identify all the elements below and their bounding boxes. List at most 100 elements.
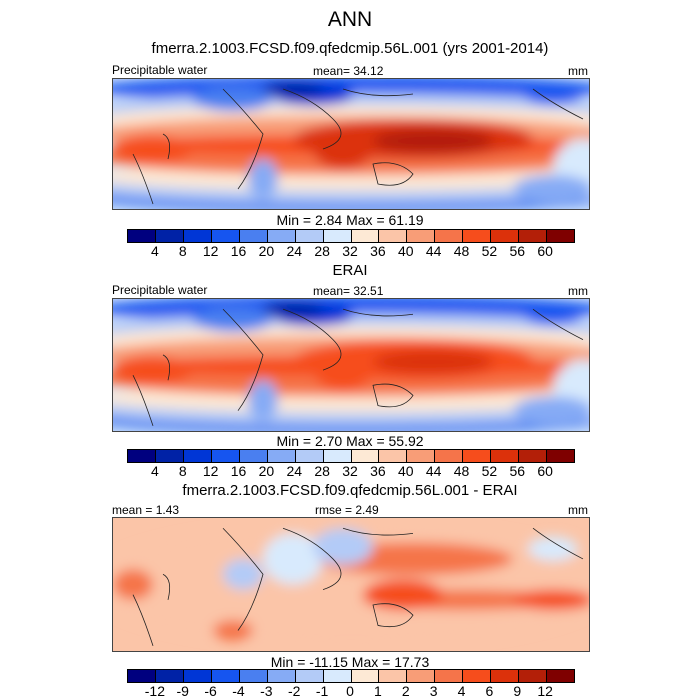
- colorbar-swatch: [491, 670, 520, 682]
- panel2-colorbar: [127, 449, 575, 463]
- colorbar-tick-label: 2: [401, 683, 410, 699]
- colorbar-tick-label: 20: [258, 463, 275, 479]
- colorbar-swatch: [155, 670, 184, 682]
- colorbar-tick-label: 32: [342, 243, 358, 259]
- field-contour-region: [523, 84, 583, 104]
- colorbar-swatch: [211, 670, 240, 682]
- field-contour-region: [363, 579, 443, 611]
- field-contour-region: [263, 533, 323, 585]
- colorbar-tick-label: 36: [370, 463, 386, 479]
- panel2-subtitle: ERAI: [332, 262, 368, 279]
- panel1-subtitle: fmerra.2.1003.FCSD.f09.qfedcmip.56L.001 …: [151, 40, 549, 57]
- colorbar-tick-label: 9: [513, 683, 522, 699]
- colorbar-tick-label: 8: [178, 243, 187, 259]
- panel1-colorbar-ticks: 4 8 12 16 20 24 28 32 36 40 44 48 52 56 60: [127, 243, 573, 259]
- field-contour-region: [528, 536, 578, 561]
- colorbar-swatch: [323, 230, 352, 242]
- field-contour-region: [113, 569, 153, 600]
- colorbar-swatch: [407, 450, 436, 462]
- colorbar-tick-label: 12: [202, 463, 219, 479]
- colorbar-tick-label: -9: [176, 683, 189, 699]
- panel1-minmax: Min = 2.84 Max = 61.19: [276, 212, 424, 228]
- coastlines: [132, 88, 584, 205]
- colorbar-tick-label: 20: [258, 243, 275, 259]
- colorbar-tick-label: 56: [509, 463, 526, 479]
- field-contour-region: [263, 81, 323, 97]
- colorbar-swatch: [379, 450, 408, 462]
- colorbar-swatch: [239, 450, 268, 462]
- colorbar-tick-label: 4: [150, 243, 159, 259]
- panel1-colorbar: [127, 229, 575, 243]
- colorbar-tick-label: 12: [537, 683, 553, 699]
- colorbar-swatch: [239, 230, 268, 242]
- colorbar-swatch: [295, 450, 324, 462]
- field-contour-region: [223, 558, 263, 590]
- field-contour-region: [113, 355, 193, 385]
- colorbar-swatch: [463, 450, 492, 462]
- colorbar-swatch: [547, 230, 574, 242]
- colorbar-swatch: [323, 450, 352, 462]
- field-contour-region: [213, 620, 253, 641]
- field-contour-region: [263, 301, 323, 318]
- coastlines: [132, 527, 584, 647]
- colorbar-swatch: [407, 670, 436, 682]
- colorbar-swatch: [183, 450, 212, 462]
- panel2-mean-label: mean= 32.51: [313, 284, 384, 298]
- colorbar-tick-label: 16: [230, 243, 247, 259]
- colorbar-swatch: [267, 670, 296, 682]
- colorbar-swatch: [547, 450, 574, 462]
- field-contour-region: [373, 129, 493, 153]
- field-contour-region: [248, 159, 278, 199]
- colorbar-swatch: [183, 230, 212, 242]
- colorbar-tick-label: -6: [204, 683, 217, 699]
- colorbar-tick-label: 60: [537, 463, 553, 479]
- colorbar-tick-label: 3: [429, 683, 438, 699]
- panel2-units-label: mm: [568, 284, 588, 298]
- colorbar-tick-label: 4: [457, 683, 466, 699]
- colorbar-tick-label: -12: [144, 683, 165, 699]
- panel3-colorbar: [127, 669, 575, 683]
- colorbar-tick-label: 4: [150, 463, 159, 479]
- panel3-rmse-label: rmse = 2.49: [315, 503, 379, 517]
- colorbar-tick-label: 48: [453, 243, 470, 259]
- colorbar-tick-label: 40: [397, 463, 414, 479]
- colorbar-swatch: [491, 230, 520, 242]
- colorbar-swatch: [351, 230, 380, 242]
- colorbar-tick-label: 24: [286, 463, 303, 479]
- colorbar-swatch: [295, 230, 324, 242]
- colorbar-tick-label: 36: [370, 243, 386, 259]
- field-contour-region: [523, 304, 583, 325]
- panel3-subtitle: fmerra.2.1003.FCSD.f09.qfedcmip.56L.001 …: [182, 482, 518, 499]
- colorbar-tick-label: 8: [178, 463, 187, 479]
- colorbar-swatch: [239, 670, 268, 682]
- panel1-units-label: mm: [568, 64, 588, 78]
- field-contour-region: [313, 129, 373, 169]
- colorbar-tick-label: 6: [485, 683, 494, 699]
- panel3-minmax: Min = -11.15 Max = 17.73: [270, 654, 430, 670]
- colorbar-tick-label: 60: [537, 243, 553, 259]
- colorbar-swatch: [547, 670, 574, 682]
- colorbar-tick-label: 56: [509, 243, 526, 259]
- panel3-difference-map: [112, 517, 590, 652]
- figure-title: ANN: [327, 8, 373, 31]
- colorbar-tick-label: 28: [314, 463, 330, 479]
- colorbar-swatch: [128, 450, 156, 462]
- colorbar-tick-label: 0: [346, 683, 354, 699]
- field-contour-region: [313, 528, 373, 566]
- colorbar-tick-label: 48: [453, 463, 470, 479]
- colorbar-swatch: [155, 230, 184, 242]
- panel1-variable-label: Precipitable water: [112, 63, 208, 77]
- colorbar-swatch: [519, 230, 548, 242]
- colorbar-tick-label: 44: [425, 463, 442, 479]
- colorbar-swatch: [183, 670, 212, 682]
- colorbar-swatch: [323, 670, 352, 682]
- colorbar-swatch: [379, 670, 408, 682]
- colorbar-tick-label: 32: [342, 463, 358, 479]
- field-contour-region: [513, 175, 589, 203]
- panel2-colorbar-ticks: 4 8 12 16 20 24 28 32 36 40 44 48 52 56 60: [127, 463, 573, 479]
- colorbar-swatch: [379, 230, 408, 242]
- colorbar-tick-label: -3: [260, 683, 273, 699]
- field-contour-region: [313, 349, 373, 391]
- colorbar-swatch: [267, 230, 296, 242]
- field-contour-region: [513, 589, 589, 611]
